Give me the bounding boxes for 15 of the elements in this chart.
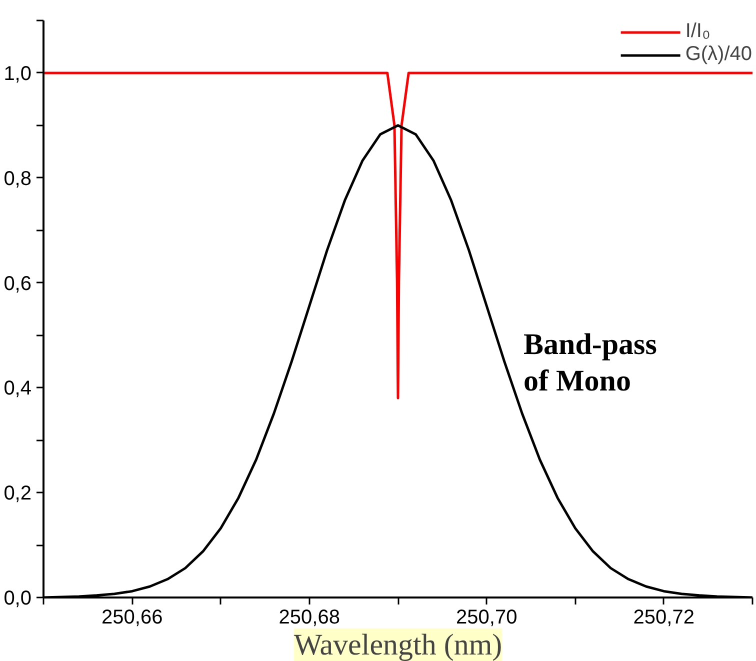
- y-tick-label: 0,6: [4, 272, 32, 295]
- x-tick-label: 250,66: [102, 606, 163, 628]
- x-axis-title: Wavelength (nm): [294, 628, 502, 661]
- x-tick-label: 250,72: [633, 606, 694, 628]
- x-tick-label: 250,70: [456, 606, 518, 628]
- y-tick-label: 0,2: [4, 482, 32, 505]
- x-tick-label: 250,68: [278, 606, 340, 628]
- y-tick-label: 1,0: [4, 62, 32, 85]
- line-series: [44, 72, 752, 400]
- legend-label: G(λ)/40: [685, 43, 752, 66]
- annotation: Band-pass of Mono: [524, 328, 657, 398]
- legend-label: I/I₀: [685, 20, 710, 43]
- y-tick-label: 0,8: [4, 168, 32, 190]
- y-tick-label: 0,4: [4, 378, 32, 400]
- y-tick-label: 0,0: [4, 588, 32, 610]
